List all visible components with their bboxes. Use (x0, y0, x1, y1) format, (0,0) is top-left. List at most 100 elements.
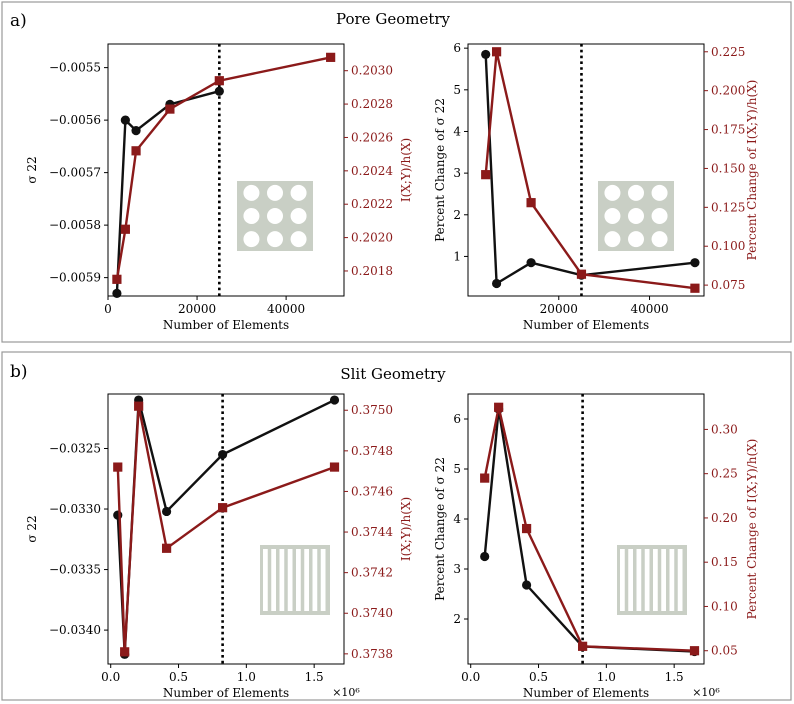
y-axis-label: Percent Change of σ 22 (433, 98, 447, 242)
stress-data-point (491, 278, 502, 289)
charts-layer: 0 20000 40000 −0.0059 −0.0058 −0.0057 −0.0056 −… (25, 41, 759, 700)
pore-geometry-inset-icon (598, 181, 674, 251)
inset-slit (304, 549, 309, 611)
inset-slit (312, 549, 318, 611)
inset-pore-hole (243, 231, 260, 248)
information-data-point (494, 402, 504, 412)
y2-axis-label: I(X;Y)/h(X) (399, 497, 413, 561)
information-data-point (113, 462, 123, 472)
axes-frame (107, 393, 345, 665)
y2-tick-label: 0.2020 (351, 231, 393, 245)
axes-frame (107, 43, 345, 297)
x-tick-label: 1.0 (597, 670, 616, 684)
axes-frame (467, 43, 705, 297)
stress-data-point (690, 258, 700, 268)
inset-slit (636, 549, 642, 611)
y2-tick-label: 0.200 (711, 84, 745, 98)
y-axis-label: Percent Change of σ 22 (433, 457, 447, 601)
y-tick-label: 5 (453, 83, 461, 97)
inset-pore-hole (628, 231, 644, 248)
stress-data-point (480, 551, 490, 562)
y2-tick-label: 0.30 (711, 422, 738, 436)
x-tick-label: 40000 (630, 302, 668, 316)
x-axis-label: Number of Elements (523, 686, 649, 700)
information-data-point (131, 146, 141, 156)
y2-tick-label: 0.2022 (351, 197, 393, 211)
y-tick-label: 3 (453, 166, 461, 180)
inset-slit (271, 549, 276, 611)
pore-geometry-inset-icon (237, 181, 313, 251)
inset-pore-hole (651, 231, 668, 248)
information-data-point (689, 646, 700, 656)
y-tick-label: −0.0059 (49, 271, 101, 285)
inset-background (617, 545, 687, 615)
stress-data-point (481, 49, 491, 60)
y2-tick-label: 0.3740 (351, 606, 393, 620)
y-tick-label: −0.0058 (49, 218, 101, 232)
x-tick-label: 0 (104, 302, 112, 316)
y2-tick-label: 0.15 (711, 555, 738, 569)
x-axis-label: Number of Elements (163, 686, 289, 700)
y2-tick-label: 0.3748 (351, 444, 393, 458)
y2-tick-label: 0.100 (711, 239, 745, 253)
information-series-line (115, 56, 331, 280)
y2-tick-label: 0.225 (711, 45, 745, 59)
y2-tick-label: 0.3742 (351, 566, 393, 580)
information-data-point (481, 170, 491, 180)
y2-tick-label: 0.3738 (351, 647, 393, 661)
y2-tick-label: 0.3750 (351, 403, 393, 417)
y2-tick-label: 0.3744 (351, 525, 393, 539)
y2-tick-label: 0.2024 (351, 164, 393, 178)
y2-tick-label: 0.25 (711, 467, 738, 481)
inset-slit (661, 549, 666, 611)
stress-data-point (218, 449, 228, 460)
inset-pore-hole (290, 184, 307, 201)
panel-b-frame (1, 351, 792, 701)
information-data-point (576, 269, 587, 279)
stress-data-point (521, 580, 532, 590)
y-tick-label: −0.0330 (49, 502, 101, 516)
y2-tick-label: 0.05 (711, 644, 738, 658)
information-series-line (116, 405, 335, 652)
stress-data-point (113, 510, 123, 520)
stress-data-point (161, 506, 172, 517)
x-axis-multiplier: ×10⁶ (692, 686, 720, 699)
y-tick-label: −0.0055 (49, 61, 101, 75)
y-tick-label: 6 (453, 41, 461, 55)
information-data-point (526, 198, 536, 208)
stress-data-point (526, 258, 536, 268)
y-tick-label: 1 (453, 249, 461, 263)
axes-frame (467, 393, 705, 665)
x-tick-label: 1.0 (237, 670, 256, 684)
y-tick-label: 2 (453, 612, 461, 626)
x-tick-label: 20000 (540, 302, 578, 316)
y-tick-label: 3 (453, 562, 461, 576)
inset-slit (620, 549, 625, 611)
y2-tick-label: 0.150 (711, 161, 745, 175)
inset-slit (263, 549, 268, 611)
y-tick-label: 2 (453, 208, 461, 222)
inset-pore-hole (604, 208, 621, 224)
panel-a-title: Pore Geometry (336, 10, 451, 28)
chart-3: 0.0 0.5 1.0 1.5 2 3 4 5 6 0.05 0.10 0.15 0.20 0.25 0.3… (433, 393, 759, 700)
y-tick-label: 4 (453, 124, 461, 138)
information-data-point (165, 104, 175, 114)
y2-tick-label: 0.075 (711, 278, 745, 292)
information-data-point (690, 283, 700, 293)
panel-b-label: b) (10, 362, 28, 382)
information-data-point (521, 523, 532, 534)
stress-data-point (112, 288, 122, 298)
inset-slit (287, 549, 293, 611)
stress-data-point (214, 86, 224, 96)
y2-tick-label: 0.2030 (351, 64, 393, 78)
x-tick-label: 0.5 (529, 670, 548, 684)
x-tick-label: 20000 (178, 302, 216, 316)
y-tick-label: −0.0057 (49, 166, 101, 180)
y2-tick-label: 0.2026 (351, 130, 393, 144)
y2-axis-label: Percent Change of I(X;Y)/h(X) (745, 80, 759, 261)
inset-slit (279, 549, 285, 611)
y-axis-label: σ 22 (25, 515, 39, 542)
y2-tick-label: 0.10 (711, 599, 738, 613)
y2-tick-label: 0.2028 (351, 97, 393, 111)
y-tick-label: 4 (453, 512, 461, 526)
